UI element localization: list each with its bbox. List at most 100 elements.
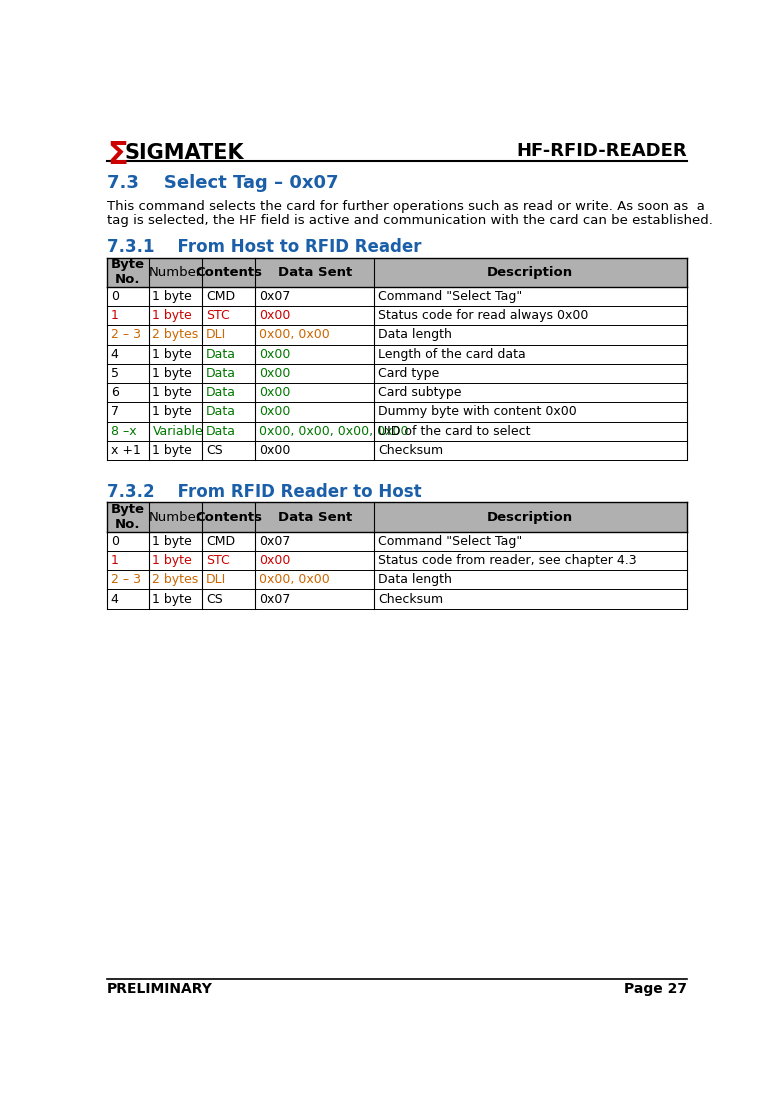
Text: 0x00: 0x00 (259, 554, 290, 567)
Bar (107, 532, 687, 551)
Text: Status code for read always 0x00: Status code for read always 0x00 (378, 309, 588, 323)
Bar (107, 421, 687, 441)
Text: 0x00, 0x00, 0x00, 0x00: 0x00, 0x00, 0x00, 0x00 (259, 424, 409, 438)
Text: 7.3    Select Tag – 0x07: 7.3 Select Tag – 0x07 (107, 175, 338, 193)
Text: Data: Data (206, 424, 236, 438)
Text: 0x00: 0x00 (259, 347, 290, 361)
Text: 0x00: 0x00 (259, 405, 290, 419)
Text: Contents: Contents (195, 511, 262, 523)
Text: Command "Select Tag": Command "Select Tag" (378, 535, 522, 548)
Text: 1 byte: 1 byte (152, 554, 192, 567)
Text: 1 byte: 1 byte (152, 367, 192, 380)
Text: DLI: DLI (206, 573, 226, 587)
Text: Command "Select Tag": Command "Select Tag" (378, 290, 522, 304)
Text: STC: STC (206, 309, 230, 323)
Text: Card subtype: Card subtype (378, 386, 461, 399)
Text: 8 –x: 8 –x (111, 424, 136, 438)
Text: x +1: x +1 (111, 444, 141, 457)
Bar (107, 364, 687, 383)
Text: 1 byte: 1 byte (152, 592, 192, 606)
Text: Data: Data (206, 367, 236, 380)
Text: 5: 5 (111, 367, 118, 380)
Text: 0x00: 0x00 (259, 367, 290, 380)
Text: Data: Data (206, 386, 236, 399)
Text: Σ: Σ (107, 140, 128, 169)
Text: 7: 7 (111, 405, 118, 419)
Text: Card type: Card type (378, 367, 439, 380)
Text: 0x00: 0x00 (259, 444, 290, 457)
Text: tag is selected, the HF field is active and communication with the card can be e: tag is selected, the HF field is active … (107, 214, 713, 226)
Text: 2 bytes: 2 bytes (152, 328, 199, 342)
Bar (107, 551, 687, 570)
Text: Variable: Variable (152, 424, 204, 438)
Text: Data Sent: Data Sent (278, 511, 351, 523)
Text: Contents: Contents (195, 265, 262, 279)
Text: Number: Number (149, 511, 202, 523)
Text: 1: 1 (111, 554, 118, 567)
Text: 0x07: 0x07 (259, 592, 290, 606)
Bar (107, 287, 687, 306)
Text: Data: Data (206, 405, 236, 419)
Text: Checksum: Checksum (378, 592, 443, 606)
Text: HF-RFID-READER: HF-RFID-READER (516, 142, 687, 160)
Text: Data: Data (206, 347, 236, 361)
Text: 6: 6 (111, 386, 118, 399)
Bar (107, 570, 687, 589)
Text: 0x00, 0x00: 0x00, 0x00 (259, 328, 330, 342)
Text: 0: 0 (111, 290, 118, 304)
Text: Description: Description (488, 265, 574, 279)
Text: Data length: Data length (378, 328, 452, 342)
Text: Number: Number (149, 265, 202, 279)
Text: 2 – 3: 2 – 3 (111, 573, 141, 587)
Text: 1 byte: 1 byte (152, 535, 192, 548)
Text: Byte
No.: Byte No. (111, 503, 145, 531)
Text: Data Sent: Data Sent (278, 265, 351, 279)
Text: 1 byte: 1 byte (152, 386, 192, 399)
Text: STC: STC (206, 554, 230, 567)
Text: CMD: CMD (206, 535, 235, 548)
Text: 1 byte: 1 byte (152, 405, 192, 419)
Text: 0x07: 0x07 (259, 290, 290, 304)
Text: 1 byte: 1 byte (152, 444, 192, 457)
Bar (107, 503, 687, 532)
Bar (107, 441, 687, 460)
Text: CS: CS (206, 444, 222, 457)
Bar (107, 306, 687, 325)
Text: DLI: DLI (206, 328, 226, 342)
Text: 2 bytes: 2 bytes (152, 573, 199, 587)
Bar (107, 402, 687, 421)
Bar (107, 325, 687, 345)
Bar (107, 345, 687, 364)
Text: 2 – 3: 2 – 3 (111, 328, 141, 342)
Bar (107, 589, 687, 609)
Text: This command selects the card for further operations such as read or write. As s: This command selects the card for furthe… (107, 199, 704, 213)
Text: 1 byte: 1 byte (152, 290, 192, 304)
Text: 1 byte: 1 byte (152, 347, 192, 361)
Text: CS: CS (206, 592, 222, 606)
Text: Byte
No.: Byte No. (111, 259, 145, 287)
Text: 0x00: 0x00 (259, 386, 290, 399)
Text: 1 byte: 1 byte (152, 309, 192, 323)
Text: Length of the card data: Length of the card data (378, 347, 526, 361)
Text: Description: Description (488, 511, 574, 523)
Text: 4: 4 (111, 592, 118, 606)
Text: Checksum: Checksum (378, 444, 443, 457)
Text: CMD: CMD (206, 290, 235, 304)
Text: Dummy byte with content 0x00: Dummy byte with content 0x00 (378, 405, 577, 419)
Text: 4: 4 (111, 347, 118, 361)
Text: 7.3.1    From Host to RFID Reader: 7.3.1 From Host to RFID Reader (107, 239, 421, 256)
Text: 7.3.2    From RFID Reader to Host: 7.3.2 From RFID Reader to Host (107, 483, 422, 502)
Text: 1: 1 (111, 309, 118, 323)
Text: 0x00, 0x00: 0x00, 0x00 (259, 573, 330, 587)
Text: 0x00: 0x00 (259, 309, 290, 323)
Bar (107, 383, 687, 402)
Text: 0: 0 (111, 535, 118, 548)
Text: Status code from reader, see chapter 4.3: Status code from reader, see chapter 4.3 (378, 554, 636, 567)
Text: 0x07: 0x07 (259, 535, 290, 548)
Text: PRELIMINARY: PRELIMINARY (107, 982, 213, 996)
Text: Page 27: Page 27 (624, 982, 687, 996)
Text: Data length: Data length (378, 573, 452, 587)
Text: SIGMATEK: SIGMATEK (125, 143, 245, 162)
Text: UID of the card to select: UID of the card to select (378, 424, 530, 438)
Bar (107, 258, 687, 287)
